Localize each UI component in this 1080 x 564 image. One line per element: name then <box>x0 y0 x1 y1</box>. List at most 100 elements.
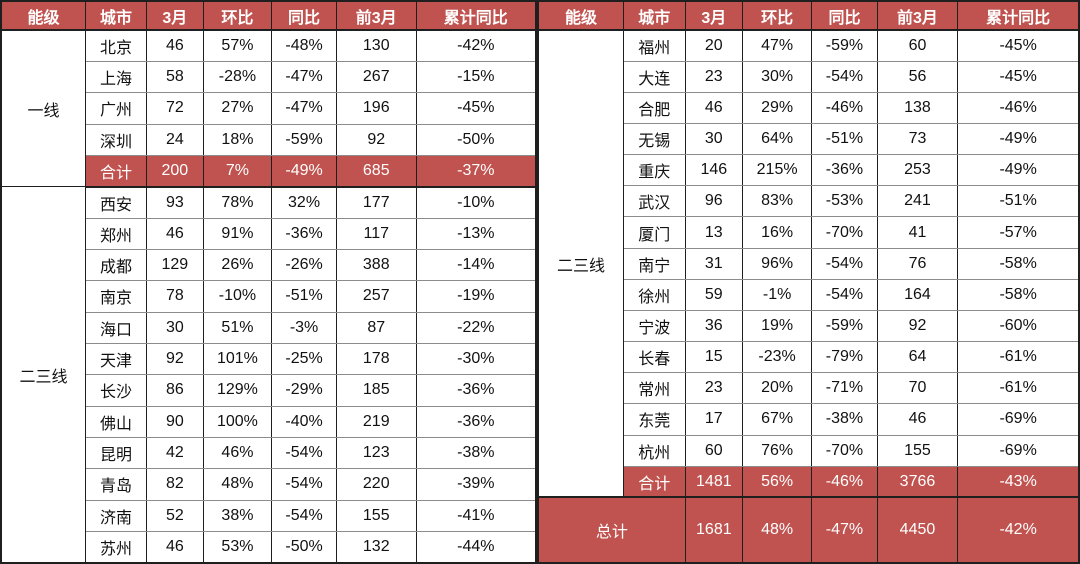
city-cell: 苏州 <box>85 531 147 564</box>
value-cell: -39% <box>415 468 537 501</box>
value-cell: 31 <box>684 247 743 280</box>
value-cell: 67% <box>741 403 813 436</box>
value-cell: -47% <box>271 92 337 125</box>
value-cell: 24 <box>146 123 204 156</box>
col-header-first3m: 前3月 <box>876 1 959 31</box>
value-cell: -46% <box>811 91 878 124</box>
city-row: 昆明 42 46% -54% 123 -38% <box>1 436 537 470</box>
city-cell: 成都 <box>85 248 147 282</box>
value-cell: -46% <box>957 91 1080 124</box>
value-cell: 64% <box>741 122 813 156</box>
value-cell: 38% <box>202 499 273 533</box>
subtotal-label: 合计 <box>622 465 686 499</box>
city-cell: 北京 <box>85 29 147 62</box>
value-cell: 138 <box>876 91 959 124</box>
left-table-body: 一线 北京 46 57% -48% 130 -42% 上海 58 -28% -47% 267 -15% 广… <box>0 29 537 564</box>
value-cell: -45% <box>957 60 1080 93</box>
col-header-yoy: 同比 <box>271 1 337 31</box>
subtotal-value: -49% <box>271 154 337 188</box>
city-cell: 长春 <box>622 341 686 374</box>
value-cell: -14% <box>415 248 537 282</box>
city-cell: 青岛 <box>85 468 147 501</box>
value-cell: 388 <box>335 248 417 282</box>
city-cell: 武汉 <box>622 185 686 218</box>
value-cell: 164 <box>876 278 959 311</box>
value-cell: 78% <box>202 186 273 219</box>
city-cell: 天津 <box>85 342 147 376</box>
subtotal-value: 200 <box>146 154 204 188</box>
city-cell: 佛山 <box>85 405 147 438</box>
value-cell: 60 <box>876 29 959 62</box>
city-row: 广州 72 27% -47% 196 -45% <box>1 92 537 125</box>
value-cell: -36% <box>415 374 537 407</box>
city-cell: 重庆 <box>622 154 686 187</box>
value-cell: 23 <box>684 60 743 93</box>
value-cell: 92 <box>876 309 959 343</box>
value-cell: -10% <box>415 186 537 219</box>
city-cell: 南宁 <box>622 247 686 280</box>
city-row: 苏州 46 53% -50% 132 -44% <box>1 531 537 564</box>
grand-total-value: 48% <box>741 496 813 564</box>
value-cell: 73 <box>876 122 959 156</box>
value-cell: -19% <box>415 280 537 313</box>
value-cell: 129 <box>146 248 204 282</box>
value-cell: -36% <box>415 405 537 438</box>
value-cell: -28% <box>202 60 273 94</box>
value-cell: -48% <box>271 29 337 62</box>
city-row: 常州 23 20% -71% 70 -61% <box>538 372 1080 405</box>
value-cell: 29% <box>741 91 813 124</box>
value-cell: 16% <box>741 216 813 249</box>
city-cell: 厦门 <box>622 216 686 249</box>
header-row: 能级 城市 3月 环比 同比 前3月 累计同比 <box>0 1 537 31</box>
city-row: 武汉 96 83% -53% 241 -51% <box>538 185 1080 218</box>
value-cell: 117 <box>335 217 417 250</box>
subtotal-row: 合计 200 7% -49% 685 -37% <box>1 154 537 188</box>
value-cell: 32% <box>271 186 337 219</box>
city-row: 重庆 146 215% -36% 253 -49% <box>538 154 1080 187</box>
value-cell: 18% <box>202 123 273 156</box>
city-row: 深圳 24 18% -59% 92 -50% <box>1 123 537 156</box>
subtotal-value: 1481 <box>684 465 743 499</box>
value-cell: -60% <box>957 309 1080 343</box>
value-cell: 196 <box>335 92 417 125</box>
value-cell: 46% <box>202 436 273 470</box>
city-cell: 郑州 <box>85 217 147 250</box>
value-cell: 17 <box>684 403 743 436</box>
value-cell: 46 <box>146 531 204 564</box>
city-row: 大连 23 30% -54% 56 -45% <box>538 60 1080 93</box>
city-cell: 深圳 <box>85 123 147 156</box>
value-cell: 26% <box>202 248 273 282</box>
col-header-march: 3月 <box>146 1 204 31</box>
col-header-cum-yoy: 累计同比 <box>415 1 537 31</box>
city-row: 济南 52 38% -54% 155 -41% <box>1 499 537 533</box>
city-cell: 东莞 <box>622 403 686 436</box>
subtotal-row: 合计 1481 56% -46% 3766 -43% <box>538 465 1080 499</box>
col-header-march: 3月 <box>684 1 743 31</box>
value-cell: 101% <box>202 342 273 376</box>
value-cell: -38% <box>811 403 878 436</box>
value-cell: 82 <box>146 468 204 501</box>
value-cell: 41 <box>876 216 959 249</box>
col-header-first3m: 前3月 <box>335 1 417 31</box>
value-cell: -54% <box>271 499 337 533</box>
value-cell: -53% <box>811 185 878 218</box>
value-cell: 267 <box>335 60 417 94</box>
right-table-body: 二三线 福州 20 47% -59% 60 -45% 大连 23 30% -54% 56 -45% 合肥 4… <box>537 29 1080 564</box>
value-cell: 53% <box>202 531 273 564</box>
value-cell: -59% <box>271 123 337 156</box>
value-cell: -38% <box>415 436 537 470</box>
value-cell: 46 <box>684 91 743 124</box>
value-cell: 220 <box>335 468 417 501</box>
col-header-cum-yoy: 累计同比 <box>957 1 1080 31</box>
grand-total-value: 4450 <box>876 496 959 564</box>
value-cell: 130 <box>335 29 417 62</box>
value-cell: -36% <box>811 154 878 187</box>
value-cell: -59% <box>811 309 878 343</box>
value-cell: 36 <box>684 309 743 343</box>
value-cell: -26% <box>271 248 337 282</box>
value-cell: -1% <box>741 278 813 311</box>
value-cell: -54% <box>271 468 337 501</box>
value-cell: -54% <box>811 278 878 311</box>
city-row: 杭州 60 76% -70% 155 -69% <box>538 434 1080 467</box>
tier-cell: 二三线 <box>0 186 87 564</box>
